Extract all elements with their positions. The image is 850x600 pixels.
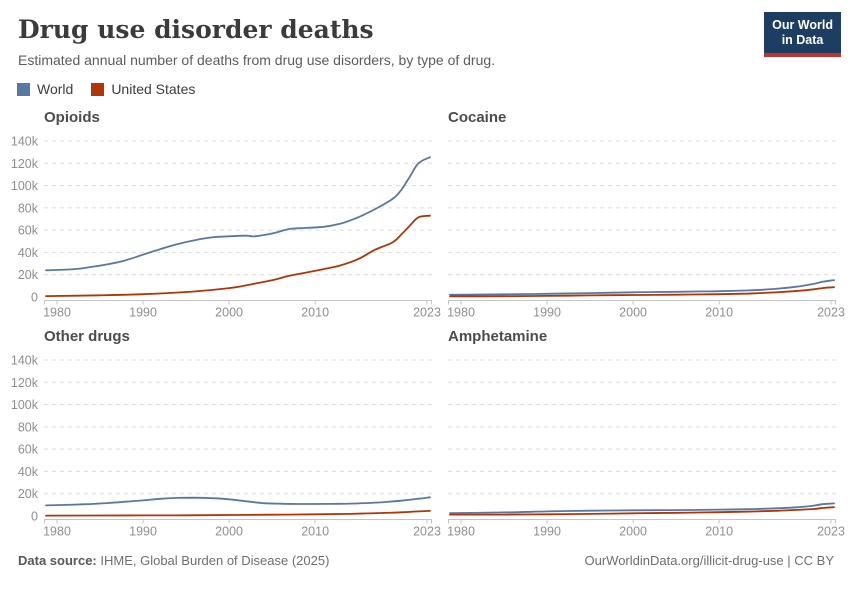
legend-label-united-states: United States [111, 81, 196, 97]
facet-title-cocaine: Cocaine [448, 109, 507, 126]
facet-grid: Opioids 0 20k 40k 60k 80k 100k 120k 140k 1980 199… [0, 97, 850, 541]
x-axis-label: 2023 [817, 525, 845, 539]
x-axis-label: 2000 [619, 306, 647, 320]
x-axis-label: 1980 [447, 525, 475, 539]
world-line [45, 496, 431, 507]
facet-title-other-drugs: Other drugs [44, 328, 130, 345]
y-axis-label: 60k [18, 443, 39, 457]
y-axis-label: 100k [11, 398, 39, 412]
legend: World United States [0, 68, 850, 97]
facet-amphetamine: Amphetamine 1980 1990 2000 2010 2023 [447, 328, 845, 541]
chart-subtitle: Estimated annual number of deaths from d… [18, 52, 496, 68]
y-axis-label: 140k [11, 354, 39, 368]
y-axis-label: 80k [18, 201, 39, 215]
y-axis-label: 0 [31, 291, 38, 305]
world-line [45, 156, 431, 272]
united-states-swatch [91, 82, 105, 96]
united-states-line [45, 214, 431, 297]
x-axis-label: 1980 [43, 306, 71, 320]
x-axis-label: 1990 [533, 525, 561, 539]
owid-logo-line1: Our World [772, 18, 833, 32]
world-line [449, 502, 835, 514]
x-axis-label: 2010 [301, 525, 329, 539]
y-axis-label: 140k [11, 135, 39, 149]
footer-license: CC BY [794, 553, 834, 568]
x-axis-label: 2023 [413, 306, 441, 320]
y-axis-label: 40k [18, 246, 39, 260]
united-states-line [449, 506, 835, 516]
amphetamine-chart[interactable]: 1980 1990 2000 2010 2023 [447, 347, 845, 541]
x-axis-label: 2010 [705, 306, 733, 320]
facet-cocaine: Cocaine 1980 1990 2000 2010 2023 [447, 109, 845, 322]
x-axis-label: 2010 [705, 525, 733, 539]
chart-header: Drug use disorder deaths Estimated annua… [0, 0, 850, 68]
facet-other-drugs: Other drugs 0 20k 40k 60k 80k 100k 120k 140k 198… [10, 328, 441, 541]
y-axis-label: 60k [18, 224, 39, 238]
owid-logo-line2: in Data [781, 33, 824, 47]
owid-logo[interactable]: Our World in Data [764, 12, 841, 57]
x-axis-label: 1980 [43, 525, 71, 539]
x-axis-label: 1990 [129, 306, 157, 320]
y-axis-label: 80k [18, 420, 39, 434]
y-axis-label: 100k [11, 179, 39, 193]
facet-title-opioids: Opioids [44, 109, 100, 126]
x-axis-label: 2000 [215, 525, 243, 539]
cocaine-chart[interactable]: 1980 1990 2000 2010 2023 [447, 128, 845, 322]
y-axis-label: 20k [18, 487, 39, 501]
footer-right: OurWorldinData.org/illicit-drug-use | CC… [584, 553, 834, 568]
united-states-line [449, 286, 835, 298]
x-axis-label: 2023 [817, 306, 845, 320]
x-axis-label: 2010 [301, 306, 329, 320]
x-axis-label: 2000 [215, 306, 243, 320]
opioids-chart[interactable]: 0 20k 40k 60k 80k 100k 120k 140k 1980 1990 2000 201… [10, 128, 441, 322]
x-axis-label: 1980 [447, 306, 475, 320]
facet-title-amphetamine: Amphetamine [448, 328, 548, 345]
y-axis-label: 120k [11, 376, 39, 390]
page-title: Drug use disorder deaths [18, 15, 374, 44]
legend-item-world: World [17, 81, 73, 97]
data-source-label: Data source: [18, 553, 97, 568]
world-line [449, 279, 835, 296]
world-swatch [17, 82, 30, 96]
footer-separator: | [783, 553, 795, 568]
x-axis-label: 2023 [413, 525, 441, 539]
data-source-value: IHME, Global Burden of Disease (2025) [100, 553, 330, 568]
x-axis-label: 1990 [533, 306, 561, 320]
united-states-line [45, 510, 431, 517]
legend-label-world: World [37, 81, 74, 97]
x-axis-label: 1990 [129, 525, 157, 539]
y-axis-label: 40k [18, 465, 39, 479]
footer-url-link[interactable]: OurWorldinData.org/illicit-drug-use [584, 553, 784, 568]
legend-item-united-states: United States [91, 81, 195, 97]
y-axis-label: 0 [31, 510, 38, 524]
y-axis-label: 120k [11, 157, 39, 171]
other-drugs-chart[interactable]: 0 20k 40k 60k 80k 100k 120k 140k 1980 1990 2000 201… [10, 347, 441, 541]
facet-opioids: Opioids 0 20k 40k 60k 80k 100k 120k 140k 1980 199… [10, 109, 441, 322]
y-axis-label: 20k [18, 268, 39, 282]
chart-footer: Data source: IHME, Global Burden of Dise… [0, 541, 850, 568]
data-source: Data source: IHME, Global Burden of Dise… [18, 553, 329, 568]
x-axis-label: 2000 [619, 525, 647, 539]
